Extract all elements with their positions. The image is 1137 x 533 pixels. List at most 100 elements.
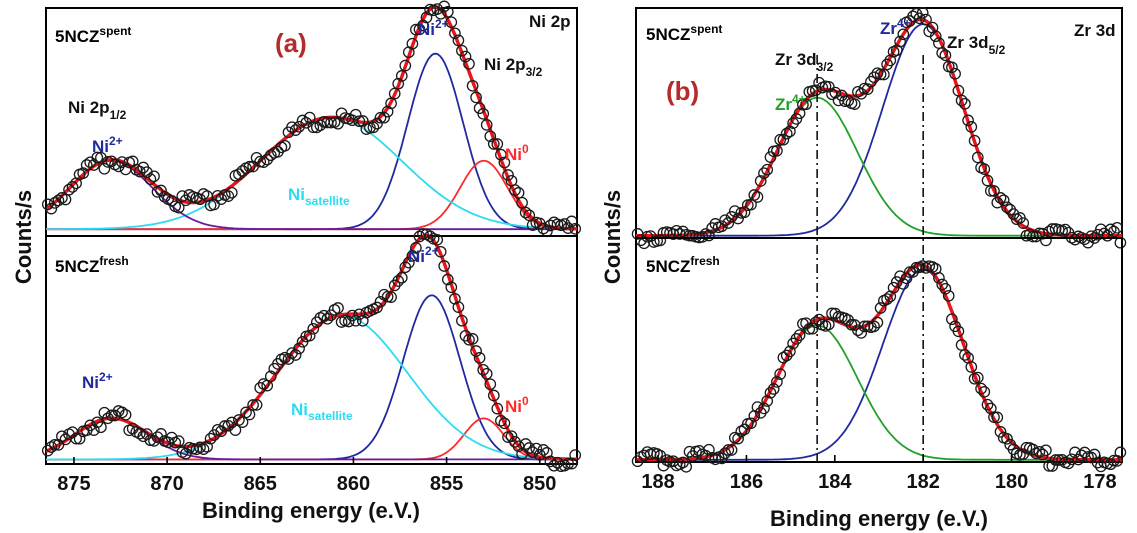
data-point: [402, 46, 415, 59]
data-point: [410, 242, 422, 254]
data-point: [897, 28, 910, 41]
data-point: [984, 185, 997, 197]
data-point: [123, 156, 136, 169]
panel-b-bottom-sample-label: 5NCZfresh: [646, 254, 720, 276]
data-point: [936, 278, 949, 291]
envelope-fit-curve: [636, 17, 1122, 238]
data-point: [225, 416, 238, 429]
data-point: [845, 97, 858, 110]
panel-a-bottom-ni2-low-label: Ni2+: [82, 370, 113, 392]
x-tick-label: 186: [730, 471, 763, 493]
x-tick-label: 870: [150, 473, 183, 495]
data-point: [1043, 460, 1055, 472]
data-point: [498, 156, 511, 169]
data-point: [392, 77, 405, 90]
data-point: [686, 229, 699, 242]
data-point: [381, 105, 394, 118]
data-point: [680, 228, 693, 241]
x-tick-label: 860: [337, 473, 370, 495]
data-point: [728, 205, 741, 217]
data-point: [839, 95, 851, 108]
data-point: [767, 145, 780, 158]
data-point: [991, 411, 1004, 424]
data-point: [523, 209, 536, 222]
data-point: [780, 349, 793, 362]
data-point: [325, 116, 337, 129]
data-point: [903, 266, 916, 278]
data-point: [257, 378, 270, 390]
data-point: [764, 151, 777, 163]
data-point: [722, 444, 735, 456]
data-point: [725, 444, 738, 456]
data-point: [748, 410, 761, 422]
data-point: [861, 320, 874, 333]
data-point: [148, 170, 160, 183]
panel-b-3d52-label: Zr 3d5/2: [947, 33, 1006, 57]
x-tick-label: 865: [244, 473, 277, 495]
data-point: [709, 218, 722, 230]
data-point: [466, 79, 479, 92]
data-point: [984, 402, 997, 415]
data-point: [981, 398, 994, 411]
data-point: [1075, 449, 1088, 462]
panel-b-3d32-label: Zr 3d3/2: [775, 50, 834, 74]
data-point: [978, 386, 991, 398]
data-point: [420, 11, 433, 24]
data-point: [761, 395, 774, 407]
data-point: [119, 163, 132, 176]
component-peak-ni-satellite: [46, 116, 578, 230]
data-point: [208, 429, 220, 441]
data-point: [855, 327, 868, 339]
data-point: [803, 86, 816, 98]
data-point: [247, 160, 259, 173]
data-point: [797, 317, 809, 330]
data-point: [706, 222, 718, 234]
x-tick-label: 178: [1083, 471, 1116, 493]
data-point: [738, 423, 751, 436]
data-point: [1046, 223, 1059, 235]
data-point: [900, 16, 913, 29]
data-point: [920, 13, 932, 26]
panel-b-x-label: Binding energy (e.V.): [770, 506, 988, 531]
data-point: [771, 376, 783, 388]
data-point: [894, 270, 906, 283]
data-point: [968, 134, 981, 147]
panel-b-top-sample-label: 5NCZspent: [646, 22, 722, 44]
data-point: [754, 406, 767, 419]
data-point: [268, 362, 281, 375]
panel-a-x-axis: 875 870 865 860 855 850: [57, 457, 556, 495]
data-point: [1040, 234, 1052, 247]
data-point: [1052, 454, 1065, 466]
data-point: [218, 189, 231, 201]
data-point: [551, 456, 564, 469]
data-point: [441, 273, 454, 286]
data-point: [356, 314, 369, 327]
data-point: [884, 54, 897, 67]
data-point: [777, 133, 790, 146]
panel-a-bottom-ni2-main-label: Ni2+: [408, 244, 439, 266]
data-point: [959, 97, 971, 110]
panel-a-top-ni0-label: Ni0: [505, 142, 529, 164]
data-point: [1004, 438, 1017, 451]
data-point: [417, 228, 429, 240]
data-point: [310, 316, 323, 329]
panel-a-bottom-sample-label: 5NCZfresh: [55, 254, 129, 276]
data-point: [502, 431, 514, 443]
data-point: [871, 67, 884, 80]
data-point: [406, 250, 419, 262]
data-point: [787, 337, 799, 350]
data-point: [293, 120, 305, 133]
data-point: [725, 211, 738, 223]
data-point: [732, 212, 744, 225]
data-point: [41, 444, 54, 457]
data-point: [1020, 441, 1033, 454]
data-point: [971, 151, 984, 164]
data-point: [530, 442, 543, 455]
data-point: [335, 107, 348, 120]
data-point: [555, 460, 567, 473]
panel-a-ni2p32-label: Ni 2p3/2: [484, 55, 543, 79]
data-point: [910, 7, 923, 20]
data-point: [87, 159, 100, 171]
component-peak-zr4-3d3-2: [636, 324, 1122, 461]
